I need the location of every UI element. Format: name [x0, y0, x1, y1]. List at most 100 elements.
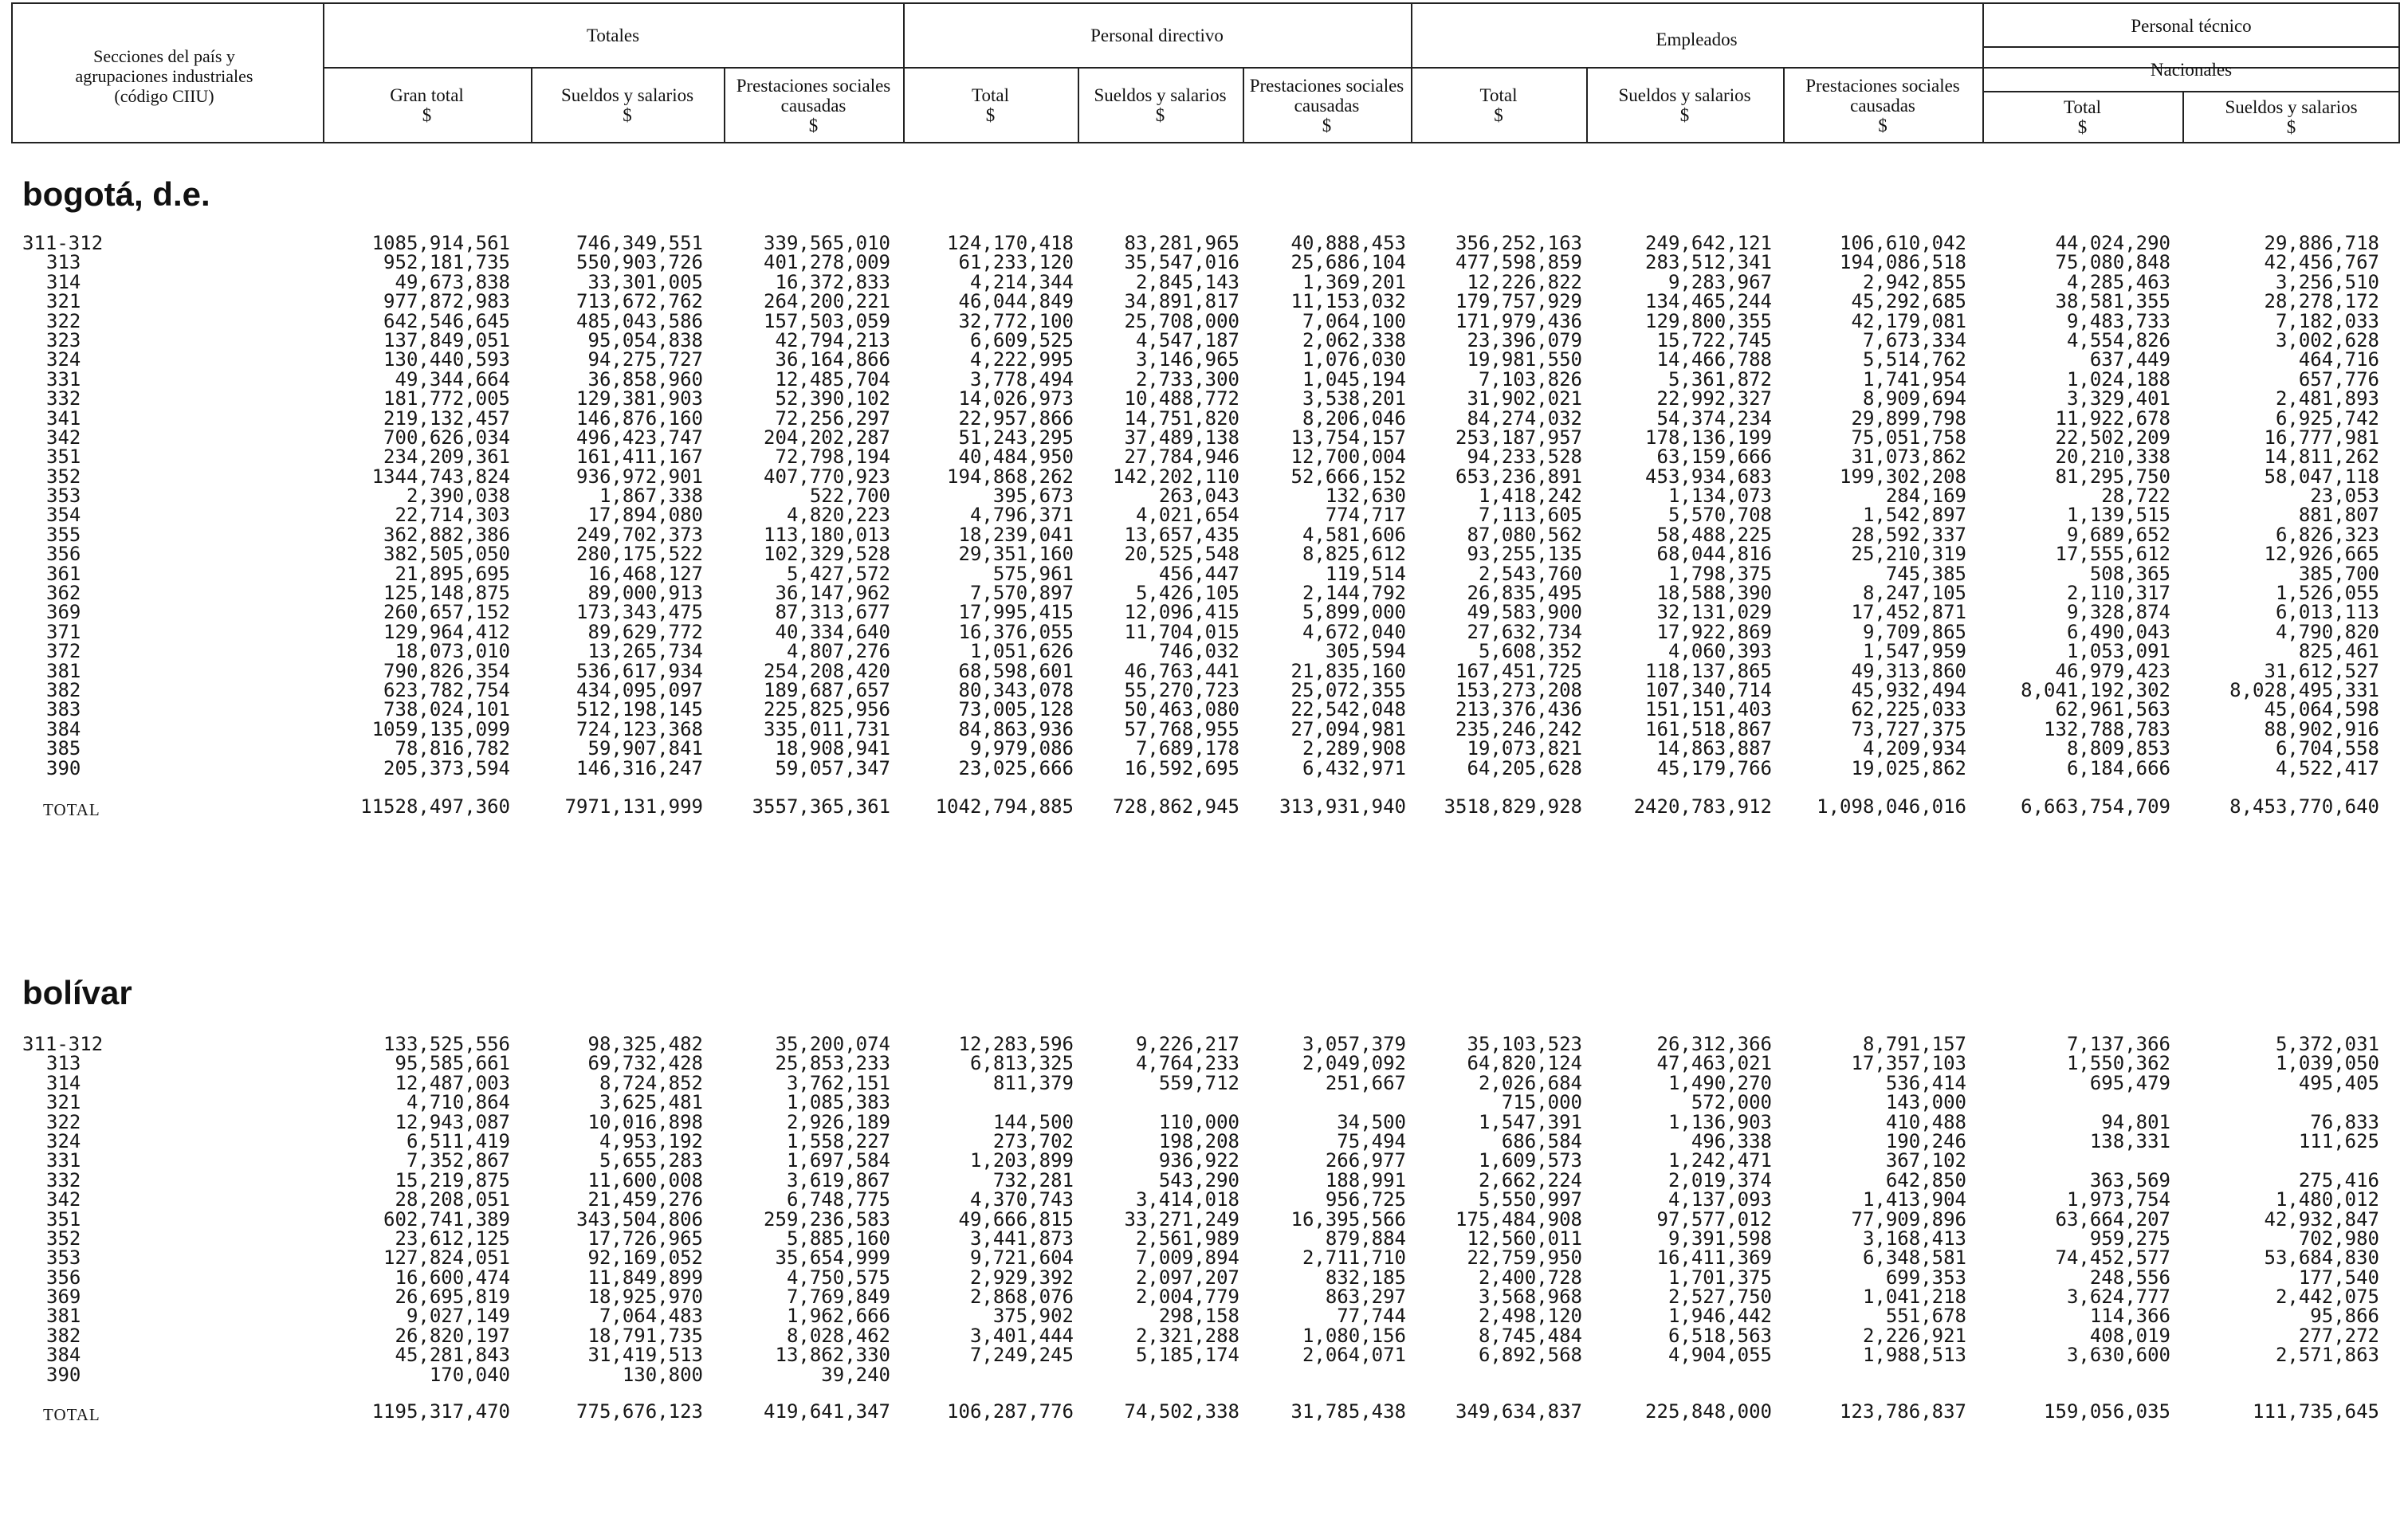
row-value: 102,329,528: [764, 543, 890, 566]
row-value: 32,772,100: [958, 309, 1074, 332]
row-value: 42,179,081: [1851, 309, 1967, 332]
row-code: 321: [46, 290, 81, 313]
row-value: 936,922: [1158, 1149, 1239, 1172]
row-value: 1,203,899: [969, 1149, 1074, 1172]
row-value: 235,246,242: [1455, 717, 1582, 740]
row-code: 390: [46, 756, 81, 779]
row-value: 87,313,677: [775, 601, 891, 624]
row-value: 382,505,050: [383, 543, 510, 566]
row-value: 167,451,725: [1455, 659, 1582, 682]
row-value: 485,043,586: [576, 309, 703, 332]
row-value: 7,673,334: [1862, 328, 1966, 351]
row-value: 700,626,034: [383, 426, 510, 449]
row-value: 8,028,462: [786, 1324, 890, 1347]
row-value: 522,700: [809, 485, 890, 508]
row-value: 21,459,276: [587, 1188, 704, 1211]
row-value: 3,538,201: [1302, 387, 1406, 410]
row-value: 34,891,817: [1124, 290, 1240, 313]
row-value: 1,085,383: [786, 1091, 890, 1114]
table-row: 382 26,820,197 18,791,735 8,028,462 3,401,44…: [0, 1326, 2408, 1345]
row-value: 16,411,369: [1656, 1246, 1773, 1270]
row-value: 1,988,513: [1862, 1344, 1966, 1367]
row-value: 4,554,826: [2066, 328, 2170, 351]
row-value: 21,895,695: [395, 562, 511, 585]
row-value: 277,272: [2298, 1324, 2379, 1347]
row-value: 16,777,981: [2264, 426, 2380, 449]
row-value: 2,481,893: [2275, 387, 2379, 410]
row-value: 273,702: [992, 1129, 1074, 1152]
row-value: 59,907,841: [587, 737, 704, 760]
row-value: 87,080,562: [1467, 523, 1583, 546]
row-value: 72,256,297: [775, 406, 891, 430]
table-row: 313 952,181,735 550,903,726 401,278,009 61,2…: [0, 253, 2408, 272]
row-value: 260,657,152: [383, 601, 510, 624]
row-value: 61,233,120: [958, 251, 1074, 274]
row-value: 653,236,891: [1455, 465, 1582, 488]
total-value: 6,663,754,709: [2021, 795, 2170, 818]
row-value: 64,205,628: [1467, 756, 1583, 779]
row-value: 385,700: [2298, 562, 2379, 585]
total-value: 7971,131,999: [564, 795, 703, 818]
row-value: 3,329,401: [2066, 387, 2170, 410]
row-code: 322: [46, 309, 81, 332]
row-value: 4,790,820: [2275, 620, 2379, 643]
row-value: 881,807: [2298, 504, 2379, 527]
row-value: 2,442,075: [2275, 1286, 2379, 1309]
row-value: 4,214,344: [969, 270, 1074, 293]
row-value: 4,021,654: [1135, 504, 1239, 527]
row-value: 26,695,819: [395, 1286, 511, 1309]
row-value: 49,344,664: [395, 367, 511, 391]
row-value: 8,041,192,302: [2021, 678, 2170, 701]
row-value: 434,095,097: [576, 678, 703, 701]
table-row: 324 6,511,419 4,953,192 1,558,227 273,702 198…: [0, 1132, 2408, 1151]
col-header-totales-sueldos: Sueldos y salarios $: [560, 85, 694, 125]
row-value: 19,073,821: [1467, 737, 1583, 760]
table-row: 362 125,148,875 89,000,913 36,147,962 7,570,…: [0, 583, 2408, 603]
row-value: 31,612,527: [2264, 659, 2380, 682]
row-value: 189,687,657: [764, 678, 890, 701]
row-value: 1,139,515: [2066, 504, 2170, 527]
row-value: 113,180,013: [764, 523, 890, 546]
row-value: 12,487,003: [395, 1071, 511, 1094]
row-value: 28,722: [2101, 485, 2170, 508]
row-value: 254,208,420: [764, 659, 890, 682]
row-value: 2,226,921: [1862, 1324, 1966, 1347]
sector-column-header: Secciones del país y agrupaciones indust…: [75, 45, 253, 106]
row-value: 62,961,563: [2055, 698, 2171, 721]
row-value: 40,334,640: [775, 620, 891, 643]
row-value: 59,057,347: [775, 756, 891, 779]
row-value: 129,381,903: [576, 387, 703, 410]
row-value: 259,236,583: [764, 1207, 890, 1231]
row-value: 2,929,392: [969, 1266, 1074, 1289]
row-value: 536,617,934: [576, 659, 703, 682]
row-value: 161,411,167: [576, 446, 703, 469]
table-row: 390 205,373,594 146,316,247 59,057,347 23,02…: [0, 759, 2408, 778]
row-value: 2,004,779: [1135, 1286, 1239, 1309]
row-value: 199,302,208: [1840, 465, 1966, 488]
row-value: 4,209,934: [1862, 737, 1966, 760]
row-value: 35,654,999: [775, 1246, 891, 1270]
row-value: 22,957,866: [958, 406, 1074, 430]
row-value: 8,028,495,331: [2229, 678, 2379, 701]
row-value: 559,712: [1158, 1071, 1239, 1094]
row-value: 395,673: [992, 485, 1074, 508]
row-value: 3,568,968: [1478, 1286, 1582, 1309]
row-value: 790,826,354: [383, 659, 510, 682]
row-value: 178,136,199: [1645, 426, 1772, 449]
row-value: 266,977: [1325, 1149, 1406, 1172]
row-value: 133,525,556: [383, 1033, 510, 1055]
row-value: 2,571,863: [2275, 1344, 2379, 1367]
row-value: 5,899,000: [1302, 601, 1406, 624]
table-row: 383 738,024,101 512,198,145 225,825,956 73,0…: [0, 700, 2408, 719]
total-value: 8,453,770,640: [2229, 795, 2379, 818]
row-value: 2,062,338: [1302, 328, 1406, 351]
row-value: 3,401,444: [969, 1324, 1074, 1347]
row-value: 151,151,403: [1645, 698, 1772, 721]
row-value: 83,281,965: [1124, 232, 1240, 254]
row-value: 8,206,046: [1302, 406, 1406, 430]
row-value: 36,164,866: [775, 348, 891, 371]
row-code: 314: [46, 270, 81, 293]
row-value: 45,179,766: [1656, 756, 1773, 779]
row-code: 354: [46, 504, 81, 527]
